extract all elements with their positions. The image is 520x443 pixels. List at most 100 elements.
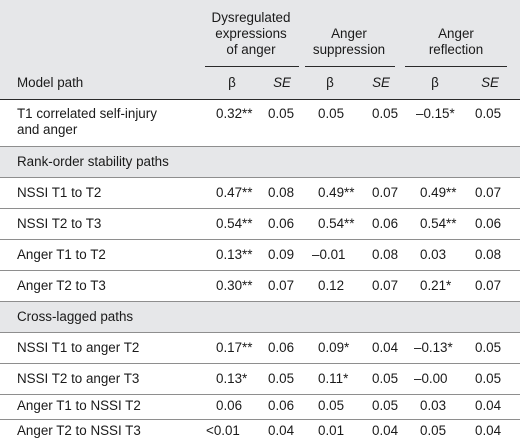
cell-se: 0.05 — [372, 106, 399, 121]
cell-se: 0.05 — [268, 371, 295, 386]
cell-beta: 0.54** — [216, 216, 253, 231]
table-row: NSSI T2 to anger T3 0.13* 0.05 0.11* 0.0… — [0, 364, 520, 394]
row-rule — [0, 363, 520, 364]
row-label: Anger T2 to NSSI T3 — [17, 423, 141, 438]
cell-beta: 0.32** — [216, 106, 253, 121]
row-label: Anger T1 to NSSI T2 — [17, 398, 141, 413]
table-row: NSSI T1 to anger T2 0.17** 0.06 0.09* 0.… — [0, 333, 520, 363]
cell-se: 0.04 — [372, 423, 399, 438]
cell-beta: 0.12 — [318, 278, 345, 293]
cell-se: 0.04 — [372, 340, 399, 355]
table-row: NSSI T1 to T2 0.47** 0.08 0.49** 0.07 0.… — [0, 178, 520, 208]
row-rule — [0, 270, 520, 271]
cell-beta: 0.05 — [318, 398, 345, 413]
group-header-line: Dysregulated — [211, 10, 291, 25]
cell-se: 0.07 — [475, 185, 502, 200]
cell-se: 0.07 — [268, 278, 295, 293]
row-rule — [0, 419, 520, 420]
section-row: Cross-lagged paths — [0, 302, 520, 332]
cell-beta: 0.30** — [216, 278, 253, 293]
group-header-line: suppression — [312, 42, 386, 57]
beta-header: β — [326, 75, 334, 90]
table-row: NSSI T2 to T3 0.54** 0.06 0.54** 0.06 0.… — [0, 209, 520, 239]
cell-beta: 0.06 — [216, 398, 243, 413]
table-row: Anger T2 to T3 0.30** 0.07 0.12 0.07 0.2… — [0, 271, 520, 301]
cell-beta: –0.15* — [416, 106, 455, 121]
cell-se: 0.07 — [372, 185, 399, 200]
se-text: SE — [372, 75, 390, 90]
cell-se: 0.04 — [475, 398, 502, 413]
row-label: T1 correlated self-injury and anger — [17, 106, 157, 138]
cell-beta: 0.11* — [318, 371, 349, 386]
cell-se: 0.06 — [268, 216, 295, 231]
cell-se: 0.07 — [475, 278, 502, 293]
row-label: NSSI T2 to T3 — [17, 216, 102, 231]
row-rule — [0, 177, 520, 178]
group-header-line: expressions — [215, 26, 287, 41]
cell-se: 0.05 — [475, 340, 502, 355]
table-row: Anger T1 to T2 0.13** 0.09 –0.01 0.08 0.… — [0, 240, 520, 270]
row-label: Anger T1 to T2 — [17, 247, 106, 262]
group-header-line: of anger — [226, 42, 276, 57]
cell-beta: –0.00 — [414, 371, 448, 386]
cell-se: 0.05 — [475, 106, 502, 121]
cell-beta: 0.03 — [420, 247, 447, 262]
row-label-line: and anger — [17, 122, 78, 137]
group-underline — [205, 66, 299, 67]
section-title: Cross-lagged paths — [17, 309, 134, 324]
cell-beta: 0.09* — [318, 340, 350, 355]
cell-beta: 0.17** — [216, 340, 253, 355]
cell-se: 0.08 — [372, 247, 399, 262]
section-title: Rank-order stability paths — [17, 154, 169, 169]
cell-beta: <0.01 — [206, 423, 240, 438]
se-text: SE — [273, 75, 291, 90]
cell-se: 0.08 — [475, 247, 502, 262]
model-path-header: Model path — [17, 75, 84, 90]
section-row: Rank-order stability paths — [0, 147, 520, 177]
cell-se: 0.06 — [475, 216, 502, 231]
group-underline — [305, 66, 395, 67]
cell-se: 0.04 — [475, 423, 502, 438]
table-row: Anger T1 to NSSI T2 0.06 0.06 0.05 0.05 … — [0, 395, 520, 419]
cell-beta: –0.13* — [414, 340, 453, 355]
cell-beta: 0.47** — [216, 185, 253, 200]
cell-beta: 0.49** — [318, 185, 355, 200]
beta-header: β — [228, 75, 236, 90]
row-rule — [0, 301, 520, 302]
cell-se: 0.06 — [268, 340, 295, 355]
cell-beta: –0.01 — [312, 247, 346, 262]
se-text: SE — [481, 75, 499, 90]
cell-se: 0.09 — [268, 247, 295, 262]
cell-se: 0.05 — [372, 371, 399, 386]
header-rule — [0, 99, 520, 100]
beta-header: β — [431, 75, 439, 90]
se-header: SE — [268, 75, 296, 91]
cell-se: 0.05 — [268, 106, 295, 121]
cell-se: 0.05 — [372, 398, 399, 413]
table-row: Anger T2 to NSSI T3 <0.01 0.04 0.01 0.04… — [0, 420, 520, 443]
cell-se: 0.08 — [268, 185, 295, 200]
row-label: NSSI T2 to anger T3 — [17, 371, 140, 386]
group-header-dysregulated: Dysregulated expressions of anger — [208, 10, 294, 58]
group-header-line: reflection — [428, 42, 484, 57]
cell-beta: 0.54** — [318, 216, 355, 231]
table-row: T1 correlated self-injury and anger 0.32… — [0, 100, 520, 146]
cell-beta: 0.54** — [420, 216, 457, 231]
cell-beta: 0.49** — [420, 185, 457, 200]
se-header: SE — [476, 75, 504, 91]
row-label: Anger T2 to T3 — [17, 278, 106, 293]
cell-se: 0.05 — [475, 371, 502, 386]
cell-beta: 0.05 — [318, 106, 345, 121]
cell-beta: 0.13** — [216, 247, 253, 262]
group-underline — [405, 66, 507, 67]
row-rule — [0, 146, 520, 147]
group-header-line: Anger — [438, 26, 474, 41]
row-rule — [0, 239, 520, 240]
cell-se: 0.07 — [372, 278, 399, 293]
row-rule — [0, 332, 520, 333]
group-header-reflection: Anger reflection — [405, 26, 507, 58]
cell-beta: 0.21* — [420, 278, 452, 293]
group-header-suppression: Anger suppression — [303, 26, 395, 58]
cell-se: 0.06 — [268, 398, 295, 413]
